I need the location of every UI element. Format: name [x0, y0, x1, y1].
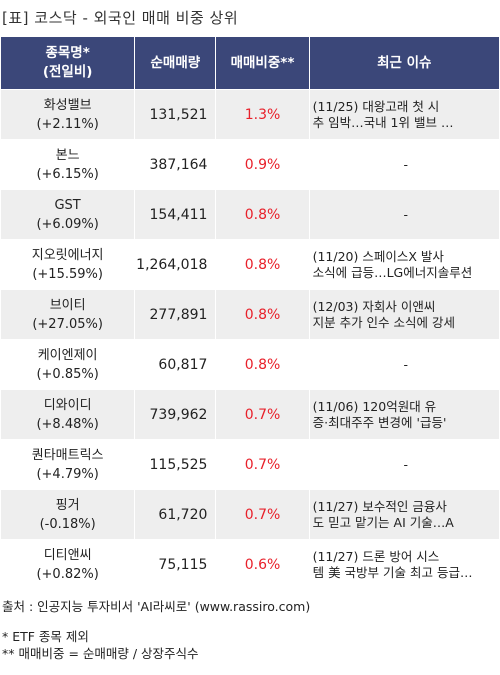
- recent-issue-cell: -: [309, 340, 499, 389]
- issue-line-2: 소식에 급등…LG에너지솔루션: [312, 264, 473, 280]
- stock-name: 케이엔제이: [37, 347, 98, 363]
- table-row: 디티앤씨 (+0.82%) 75,115 0.6% (11/27) 드론 방어 시스 템 …: [1, 540, 499, 589]
- issue-line-1: -: [403, 206, 409, 222]
- issue-line-1: (11/25) 대왕고래 첫 시: [312, 98, 440, 114]
- table-row: 지오릿에너지 (+15.59%) 1,264,018 0.8% (11/20) 스페이스…: [1, 240, 499, 289]
- header-stock-name: 종목명* (전일비): [1, 37, 135, 89]
- net-volume-cell: 387,164: [135, 140, 216, 189]
- recent-issue-cell: (11/27) 보수적인 금융사 도 믿고 맡기는 AI 기술…A: [309, 490, 499, 539]
- header-trade-ratio: 매매비중**: [216, 37, 309, 89]
- trade-ratio-cell: 1.3%: [216, 90, 309, 139]
- issue-line-1: (12/03) 자회사 이앤씨: [312, 298, 436, 314]
- stock-change: (-0.18%): [39, 516, 96, 532]
- header-stock-name-line2: (전일비): [42, 64, 93, 80]
- recent-issue-cell: -: [309, 440, 499, 489]
- net-volume-cell: 75,115: [135, 540, 216, 589]
- table-row: 브이티 (+27.05%) 277,891 0.8% (12/03) 자회사 이앤씨 지분…: [1, 290, 499, 339]
- stock-change: (+6.09%): [36, 216, 99, 232]
- stock-cell: 화성밸브 (+2.11%): [1, 90, 135, 139]
- stock-cell: 지오릿에너지 (+15.59%): [1, 240, 135, 289]
- stock-change: (+15.59%): [32, 266, 103, 282]
- stock-cell: 퀀타매트릭스 (+4.79%): [1, 440, 135, 489]
- issue-line-1: -: [403, 356, 409, 372]
- issue-line-2: 증·최대주주 변경에 '급등': [312, 414, 447, 430]
- stock-name: 핑거: [55, 497, 80, 513]
- issue-line-2: 템 美 국방부 기술 최고 등급…: [312, 564, 473, 580]
- net-volume-cell: 1,264,018: [135, 240, 216, 289]
- net-volume-cell: 131,521: [135, 90, 216, 139]
- stock-name: 디와이디: [43, 397, 92, 413]
- stock-cell: 핑거 (-0.18%): [1, 490, 135, 539]
- table-row: 본느 (+6.15%) 387,164 0.9% -: [1, 140, 499, 189]
- issue-line-1: (11/20) 스페이스X 발사: [312, 248, 444, 264]
- issue-line-1: (11/27) 드론 방어 시스: [312, 548, 440, 564]
- trade-ratio-cell: 0.6%: [216, 540, 309, 589]
- recent-issue-cell: -: [309, 140, 499, 189]
- stock-change: (+27.05%): [32, 316, 103, 332]
- recent-issue-cell: (11/20) 스페이스X 발사 소식에 급등…LG에너지솔루션: [309, 240, 499, 289]
- table-row: GST (+6.09%) 154,411 0.8% -: [1, 190, 499, 239]
- stock-name: 본느: [55, 147, 80, 163]
- trade-ratio-cell: 0.8%: [216, 290, 309, 339]
- ratio-note: ** 매매비중 = 순매매량 / 상장주식수: [2, 646, 199, 661]
- table-header-row: 종목명* (전일비) 순매매량 매매비중** 최근 이슈: [1, 37, 499, 89]
- header-recent-issue: 최근 이슈: [309, 37, 499, 89]
- issue-line-1: -: [403, 156, 409, 172]
- stock-cell: 브이티 (+27.05%): [1, 290, 135, 339]
- trade-ratio-cell: 0.8%: [216, 240, 309, 289]
- trade-ratio-cell: 0.7%: [216, 440, 309, 489]
- trade-ratio-cell: 0.8%: [216, 190, 309, 239]
- recent-issue-cell: (11/06) 120억원대 유 증·최대주주 변경에 '급등': [309, 390, 499, 439]
- net-volume-cell: 60,817: [135, 340, 216, 389]
- issue-line-2: 지분 추가 인수 소식에 강세: [312, 314, 455, 330]
- stock-cell: 디티앤씨 (+0.82%): [1, 540, 135, 589]
- stock-name: 브이티: [49, 297, 86, 313]
- table-row: 핑거 (-0.18%) 61,720 0.7% (11/27) 보수적인 금융사 도 믿고…: [1, 490, 499, 539]
- table-row: 퀀타매트릭스 (+4.79%) 115,525 0.7% -: [1, 440, 499, 489]
- table-row: 케이엔제이 (+0.85%) 60,817 0.8% -: [1, 340, 499, 389]
- recent-issue-cell: (11/27) 드론 방어 시스 템 美 국방부 기술 최고 등급…: [309, 540, 499, 589]
- net-volume-cell: 739,962: [135, 390, 216, 439]
- stock-change: (+4.79%): [36, 466, 99, 482]
- issue-line-2: 도 믿고 맡기는 AI 기술…A: [312, 514, 454, 530]
- issue-line-1: (11/06) 120억원대 유: [312, 398, 437, 414]
- source-note: 출처 : 인공지능 투자비서 'AI라씨로' (www.rassiro.com): [2, 599, 311, 614]
- stock-change: (+2.11%): [36, 116, 99, 132]
- stock-name: 화성밸브: [43, 97, 92, 113]
- footer: 출처 : 인공지능 투자비서 'AI라씨로' (www.rassiro.com)…: [0, 596, 500, 662]
- header-stock-name-line1: 종목명*: [45, 45, 90, 61]
- net-volume-cell: 277,891: [135, 290, 216, 339]
- trade-ratio-cell: 0.8%: [216, 340, 309, 389]
- stock-change: (+8.48%): [36, 416, 99, 432]
- stock-cell: 디와이디 (+8.48%): [1, 390, 135, 439]
- stock-name: GST: [54, 197, 81, 213]
- net-volume-cell: 61,720: [135, 490, 216, 539]
- stock-cell: 케이엔제이 (+0.85%): [1, 340, 135, 389]
- stock-name: 퀀타매트릭스: [31, 447, 104, 463]
- page-title: [표] 코스닥 - 외국인 매매 비중 상위: [2, 9, 239, 27]
- trade-ratio-cell: 0.7%: [216, 490, 309, 539]
- etf-note: * ETF 종목 제외: [2, 629, 89, 644]
- net-volume-cell: 115,525: [135, 440, 216, 489]
- stock-cell: 본느 (+6.15%): [1, 140, 135, 189]
- trade-ratio-cell: 0.7%: [216, 390, 309, 439]
- header-net-volume: 순매매량: [135, 37, 216, 89]
- stock-change: (+0.82%): [36, 566, 99, 582]
- trade-ratio-cell: 0.9%: [216, 140, 309, 189]
- foreign-trading-table: 종목명* (전일비) 순매매량 매매비중** 최근 이슈 화성밸브 (+2.11%…: [0, 36, 500, 590]
- issue-line-2: 추 임박…국내 1위 밸브 …: [312, 114, 454, 130]
- net-volume-cell: 154,411: [135, 190, 216, 239]
- issue-line-1: -: [403, 456, 409, 472]
- issue-line-1: (11/27) 보수적인 금융사: [312, 498, 447, 514]
- stock-name: 디티앤씨: [43, 547, 92, 563]
- recent-issue-cell: (12/03) 자회사 이앤씨 지분 추가 인수 소식에 강세: [309, 290, 499, 339]
- stock-cell: GST (+6.09%): [1, 190, 135, 239]
- stock-name: 지오릿에너지: [31, 247, 104, 263]
- recent-issue-cell: -: [309, 190, 499, 239]
- stock-change: (+6.15%): [36, 166, 99, 182]
- stock-change: (+0.85%): [36, 366, 99, 382]
